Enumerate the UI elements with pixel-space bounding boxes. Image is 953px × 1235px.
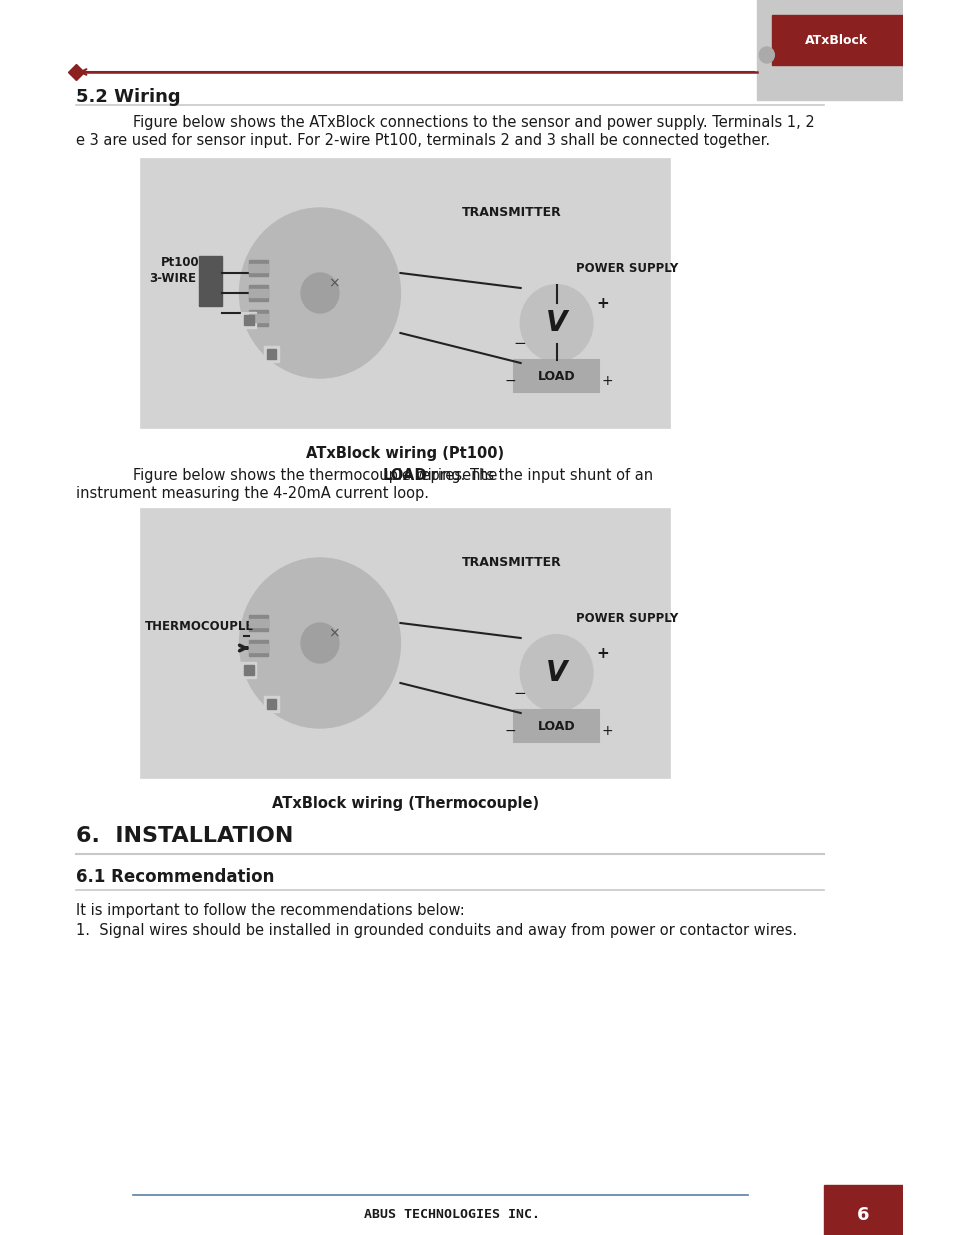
Text: ×: × [328,626,339,640]
Text: ATxBlock: ATxBlock [804,33,867,47]
Circle shape [759,47,774,63]
Text: −: − [513,336,525,351]
Text: −: − [504,374,516,388]
Text: +: + [596,295,609,310]
Text: instrument measuring the 4-20mA current loop.: instrument measuring the 4-20mA current … [75,487,428,501]
Bar [249,289,268,296]
Text: represents the input shunt of an: represents the input shunt of an [411,468,652,483]
Bar [249,619,268,627]
Text: e 3 are used for sensor input. For 2-wire Pt100, terminals 2 and 3 shall be conn: e 3 are used for sensor input. For 2-wir… [75,133,769,148]
Bar [249,615,268,631]
Text: 6.1 Recommendation: 6.1 Recommendation [75,868,274,885]
Text: 3-WIRE: 3-WIRE [150,272,196,284]
Bar [140,158,670,429]
Bar [757,0,902,100]
Circle shape [301,273,338,312]
Text: 6.  INSTALLATION: 6. INSTALLATION [75,826,293,846]
Text: 6: 6 [856,1207,869,1224]
Circle shape [520,285,592,361]
Text: ATxBlock wiring (Thermocouple): ATxBlock wiring (Thermocouple) [272,797,538,811]
Bar [263,697,278,713]
Text: Figure below shows the thermocouple wiring. The: Figure below shows the thermocouple wiri… [132,468,501,483]
Text: ABUS TECHNOLOGIES INC.: ABUS TECHNOLOGIES INC. [363,1208,539,1221]
Bar [771,15,902,65]
Bar [249,285,268,301]
Bar [249,261,268,275]
Bar [244,666,253,676]
Text: LOAD: LOAD [537,720,575,732]
Circle shape [520,635,592,711]
Text: +: + [600,374,612,388]
Text: POWER SUPPLY: POWER SUPPLY [575,262,677,274]
Circle shape [301,622,338,663]
Bar [249,643,268,652]
Bar [241,312,256,329]
Bar [514,710,598,742]
Bar [514,359,598,391]
Circle shape [239,207,400,378]
Bar [249,640,268,656]
Text: ×: × [328,275,339,290]
Text: V: V [545,309,567,337]
Text: 1.  Signal wires should be installed in grounded conduits and away from power or: 1. Signal wires should be installed in g… [75,923,796,939]
Bar [822,1186,902,1235]
Text: It is important to follow the recommendations below:: It is important to follow the recommenda… [75,903,464,918]
Bar [249,264,268,272]
Text: LOAD: LOAD [382,468,427,483]
Text: 5.2 Wiring: 5.2 Wiring [75,88,180,106]
Text: POWER SUPPLY: POWER SUPPLY [575,611,677,625]
Text: Figure below shows the ATxBlock connections to the sensor and power supply. Term: Figure below shows the ATxBlock connecti… [132,115,814,130]
Bar [241,662,256,678]
Text: TRANSMITTER: TRANSMITTER [461,206,561,220]
Bar [198,256,222,306]
Text: ATxBlock wiring (Pt100): ATxBlock wiring (Pt100) [306,446,504,461]
Text: V: V [545,659,567,687]
Text: Pt100: Pt100 [161,257,199,269]
Bar [249,314,268,322]
Text: THERMOCOUPLE: THERMOCOUPLE [145,620,253,632]
Bar [140,508,670,778]
Text: +: + [596,646,609,661]
Text: −: − [513,685,525,700]
Bar [266,350,275,359]
Bar [244,315,253,325]
Bar [263,346,278,362]
Bar [249,310,268,326]
Text: −: − [504,724,516,739]
Text: +: + [600,724,612,739]
Text: LOAD: LOAD [537,369,575,383]
Text: TRANSMITTER: TRANSMITTER [461,557,561,569]
Bar [266,699,275,709]
Circle shape [239,558,400,727]
